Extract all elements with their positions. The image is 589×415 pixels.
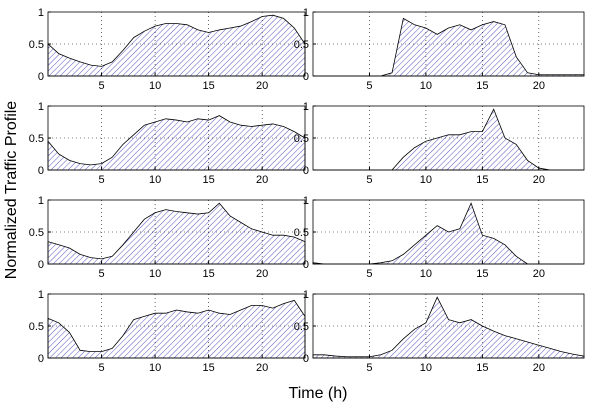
y-tick-label: 0	[303, 259, 309, 271]
x-tick-label: 5	[98, 362, 104, 374]
axes-frame	[312, 105, 585, 171]
y-tick-label: 0	[303, 165, 309, 177]
x-tick-label: 20	[256, 268, 268, 280]
y-tick-label: 0	[38, 71, 44, 83]
x-tick-label: 20	[533, 80, 545, 92]
y-tick-label: 0	[38, 353, 44, 365]
area	[47, 115, 306, 171]
x-tick-label: 5	[366, 174, 372, 186]
area	[47, 202, 306, 265]
y-tick-label: 1	[38, 101, 44, 113]
x-tick-label: 10	[149, 80, 161, 92]
x-tick-label: 10	[149, 362, 161, 374]
y-tick-label: 1	[38, 7, 44, 19]
x-tick-label: 20	[256, 174, 268, 186]
x-tick-label: 15	[476, 362, 488, 374]
axes-frame	[312, 199, 585, 265]
x-tick-label: 20	[533, 268, 545, 280]
area	[47, 14, 306, 77]
x-tick-label: 5	[98, 174, 104, 186]
x-tick-label: 10	[420, 174, 432, 186]
y-tick-label: 1	[38, 195, 44, 207]
y-tick-label: 0.5	[29, 321, 44, 333]
x-tick-label: 20	[533, 174, 545, 186]
x-tick-label: 10	[149, 268, 161, 280]
axes-frame	[47, 293, 306, 359]
y-tick-label: 1	[303, 101, 309, 113]
x-axis-label: Time (h)	[289, 385, 348, 402]
x-tick-label: 20	[256, 80, 268, 92]
axes-frame	[47, 105, 306, 171]
x-tick-label: 10	[420, 268, 432, 280]
x-tick-label: 15	[203, 362, 215, 374]
y-tick-label: 0.5	[294, 321, 309, 333]
axes-frame	[312, 293, 585, 359]
y-tick-label: 1	[303, 7, 309, 19]
x-tick-label: 15	[203, 174, 215, 186]
x-tick-label: 5	[98, 268, 104, 280]
y-tick-label: 0.5	[294, 227, 309, 239]
y-tick-label: 0	[303, 353, 309, 365]
axes-frame	[47, 199, 306, 265]
x-tick-label: 5	[98, 80, 104, 92]
y-tick-label: 1	[303, 195, 309, 207]
x-tick-label: 20	[256, 362, 268, 374]
y-tick-label: 0	[38, 259, 44, 271]
x-tick-label: 15	[476, 268, 488, 280]
y-tick-label: 0.5	[29, 133, 44, 145]
x-tick-label: 10	[149, 174, 161, 186]
x-tick-label: 15	[476, 174, 488, 186]
y-tick-label: 0	[303, 71, 309, 83]
x-tick-label: 5	[366, 268, 372, 280]
area	[312, 296, 585, 359]
x-tick-label: 5	[366, 80, 372, 92]
y-tick-label: 1	[303, 289, 309, 301]
y-tick-label: 0.5	[294, 133, 309, 145]
y-axis-label: Normalized Traffic Profile	[3, 101, 20, 280]
axes-frame	[47, 11, 306, 77]
y-tick-label: 0.5	[294, 39, 309, 51]
x-tick-label: 5	[366, 362, 372, 374]
y-tick-label: 0.5	[29, 227, 44, 239]
x-tick-label: 10	[420, 362, 432, 374]
y-tick-label: 0.5	[29, 39, 44, 51]
axes-frame	[312, 11, 585, 77]
y-tick-label: 0	[38, 165, 44, 177]
x-tick-label: 20	[533, 362, 545, 374]
y-tick-label: 1	[38, 289, 44, 301]
x-tick-label: 15	[203, 268, 215, 280]
x-tick-label: 10	[420, 80, 432, 92]
x-tick-label: 15	[203, 80, 215, 92]
area	[47, 299, 306, 359]
x-tick-label: 15	[476, 80, 488, 92]
